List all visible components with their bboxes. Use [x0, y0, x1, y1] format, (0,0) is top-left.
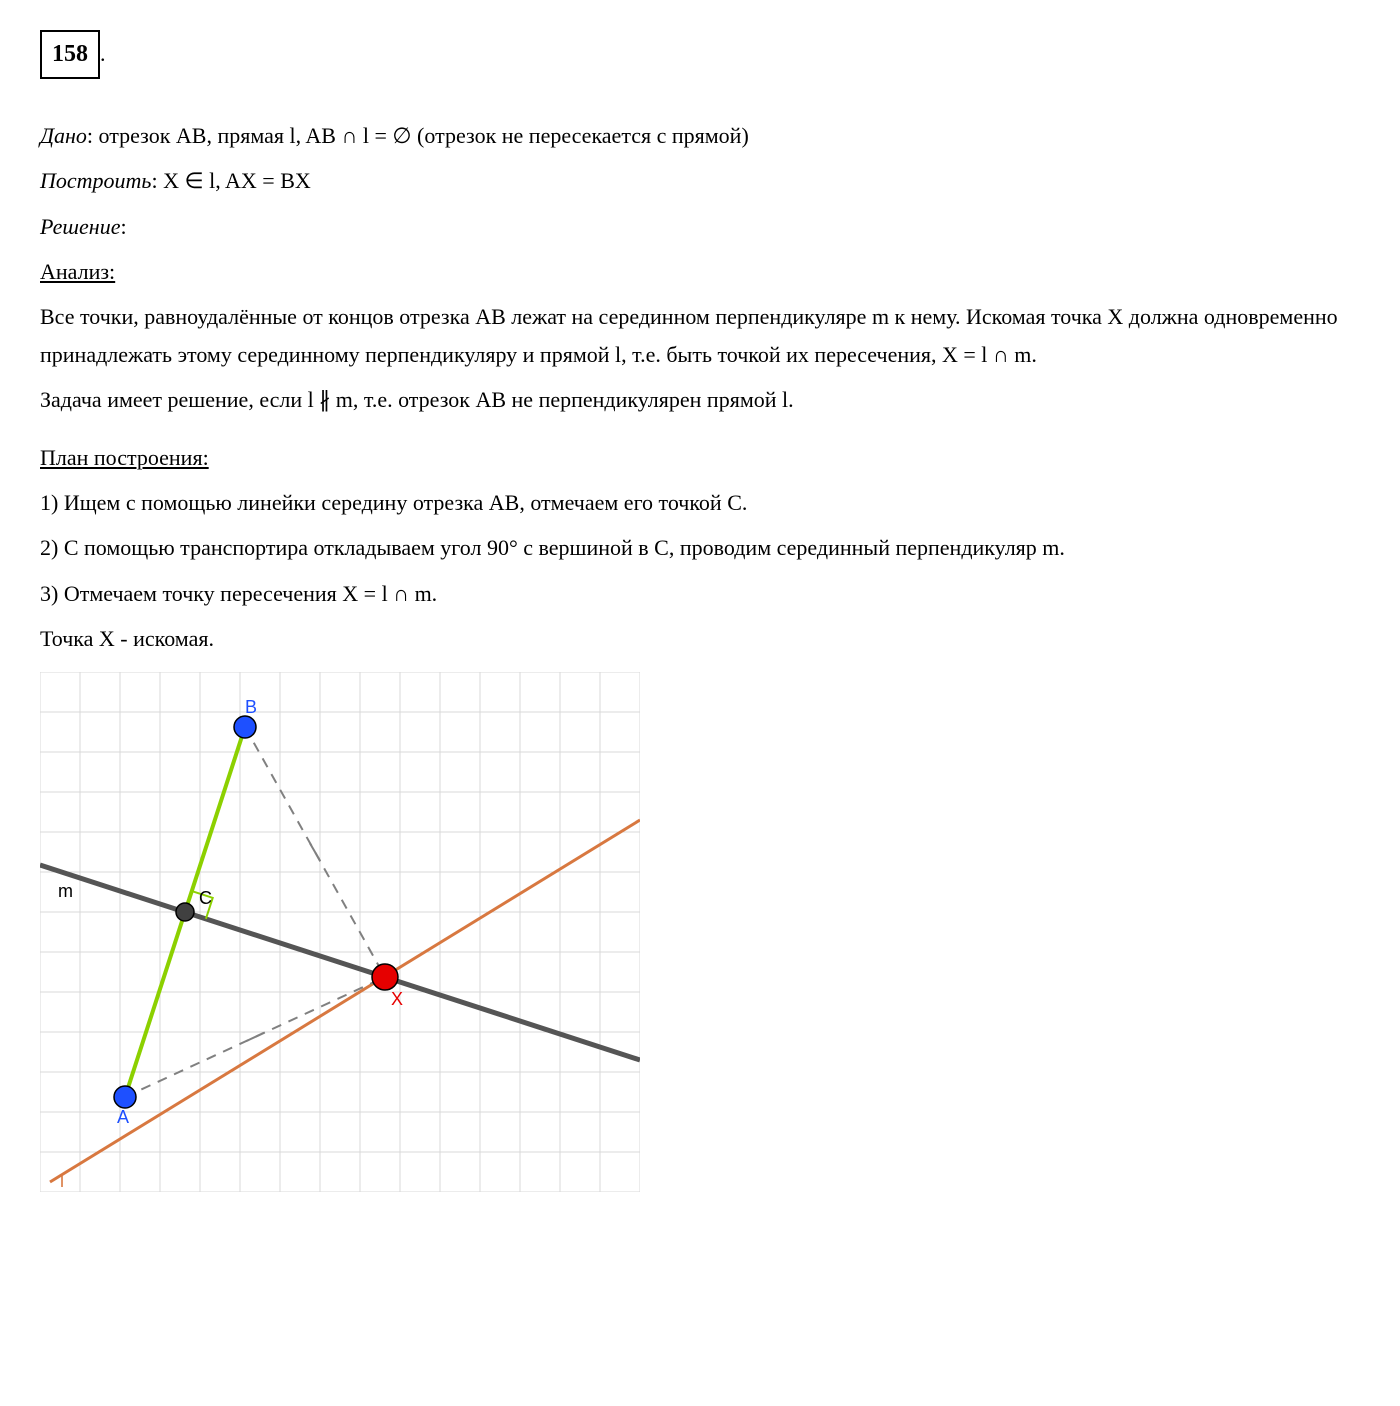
svg-text:l: l: [60, 1171, 64, 1191]
svg-text:m: m: [58, 881, 73, 901]
solution-label: Решение: [40, 214, 120, 239]
step-1: 1) Ищем с помощью линейки середину отрез…: [40, 484, 1360, 521]
construct-label: Построить: [40, 168, 151, 193]
solution-line: Решение:: [40, 208, 1360, 245]
diagram-svg: m l A B C X: [40, 672, 640, 1192]
analysis-paragraph-2: Задача имеет решение, если l ∦ m, т.е. о…: [40, 381, 1360, 418]
solution-colon: :: [120, 214, 126, 239]
problem-number: 158: [40, 30, 100, 79]
given-label: Дано: [40, 123, 87, 148]
construct-line: Построить: X ∈ l, AX = BX: [40, 162, 1360, 199]
analysis-label: Анализ:: [40, 259, 115, 284]
geometry-diagram: m l A B C X: [40, 672, 640, 1192]
svg-text:A: A: [117, 1107, 129, 1127]
step-3: 3) Отмечаем точку пересечения X = l ∩ m.: [40, 575, 1360, 612]
svg-text:B: B: [245, 697, 257, 717]
analysis-heading: Анализ:: [40, 253, 1360, 290]
given-text: : отрезок AB, прямая l, AB ∩ l = ∅ (отре…: [87, 123, 749, 148]
svg-text:X: X: [391, 989, 403, 1009]
step-2: 2) С помощью транспортира откладываем уг…: [40, 529, 1360, 566]
given-line: Дано: отрезок AB, прямая l, AB ∩ l = ∅ (…: [40, 117, 1360, 154]
svg-text:C: C: [199, 888, 212, 908]
conclusion: Точка X - искомая.: [40, 620, 1360, 657]
plan-label: План построения:: [40, 445, 209, 470]
construct-text: : X ∈ l, AX = BX: [151, 168, 310, 193]
problem-number-dot: .: [100, 41, 106, 66]
analysis-paragraph-1: Все точки, равноудалённые от концов отре…: [40, 298, 1360, 373]
plan-heading: План построения:: [40, 439, 1360, 476]
